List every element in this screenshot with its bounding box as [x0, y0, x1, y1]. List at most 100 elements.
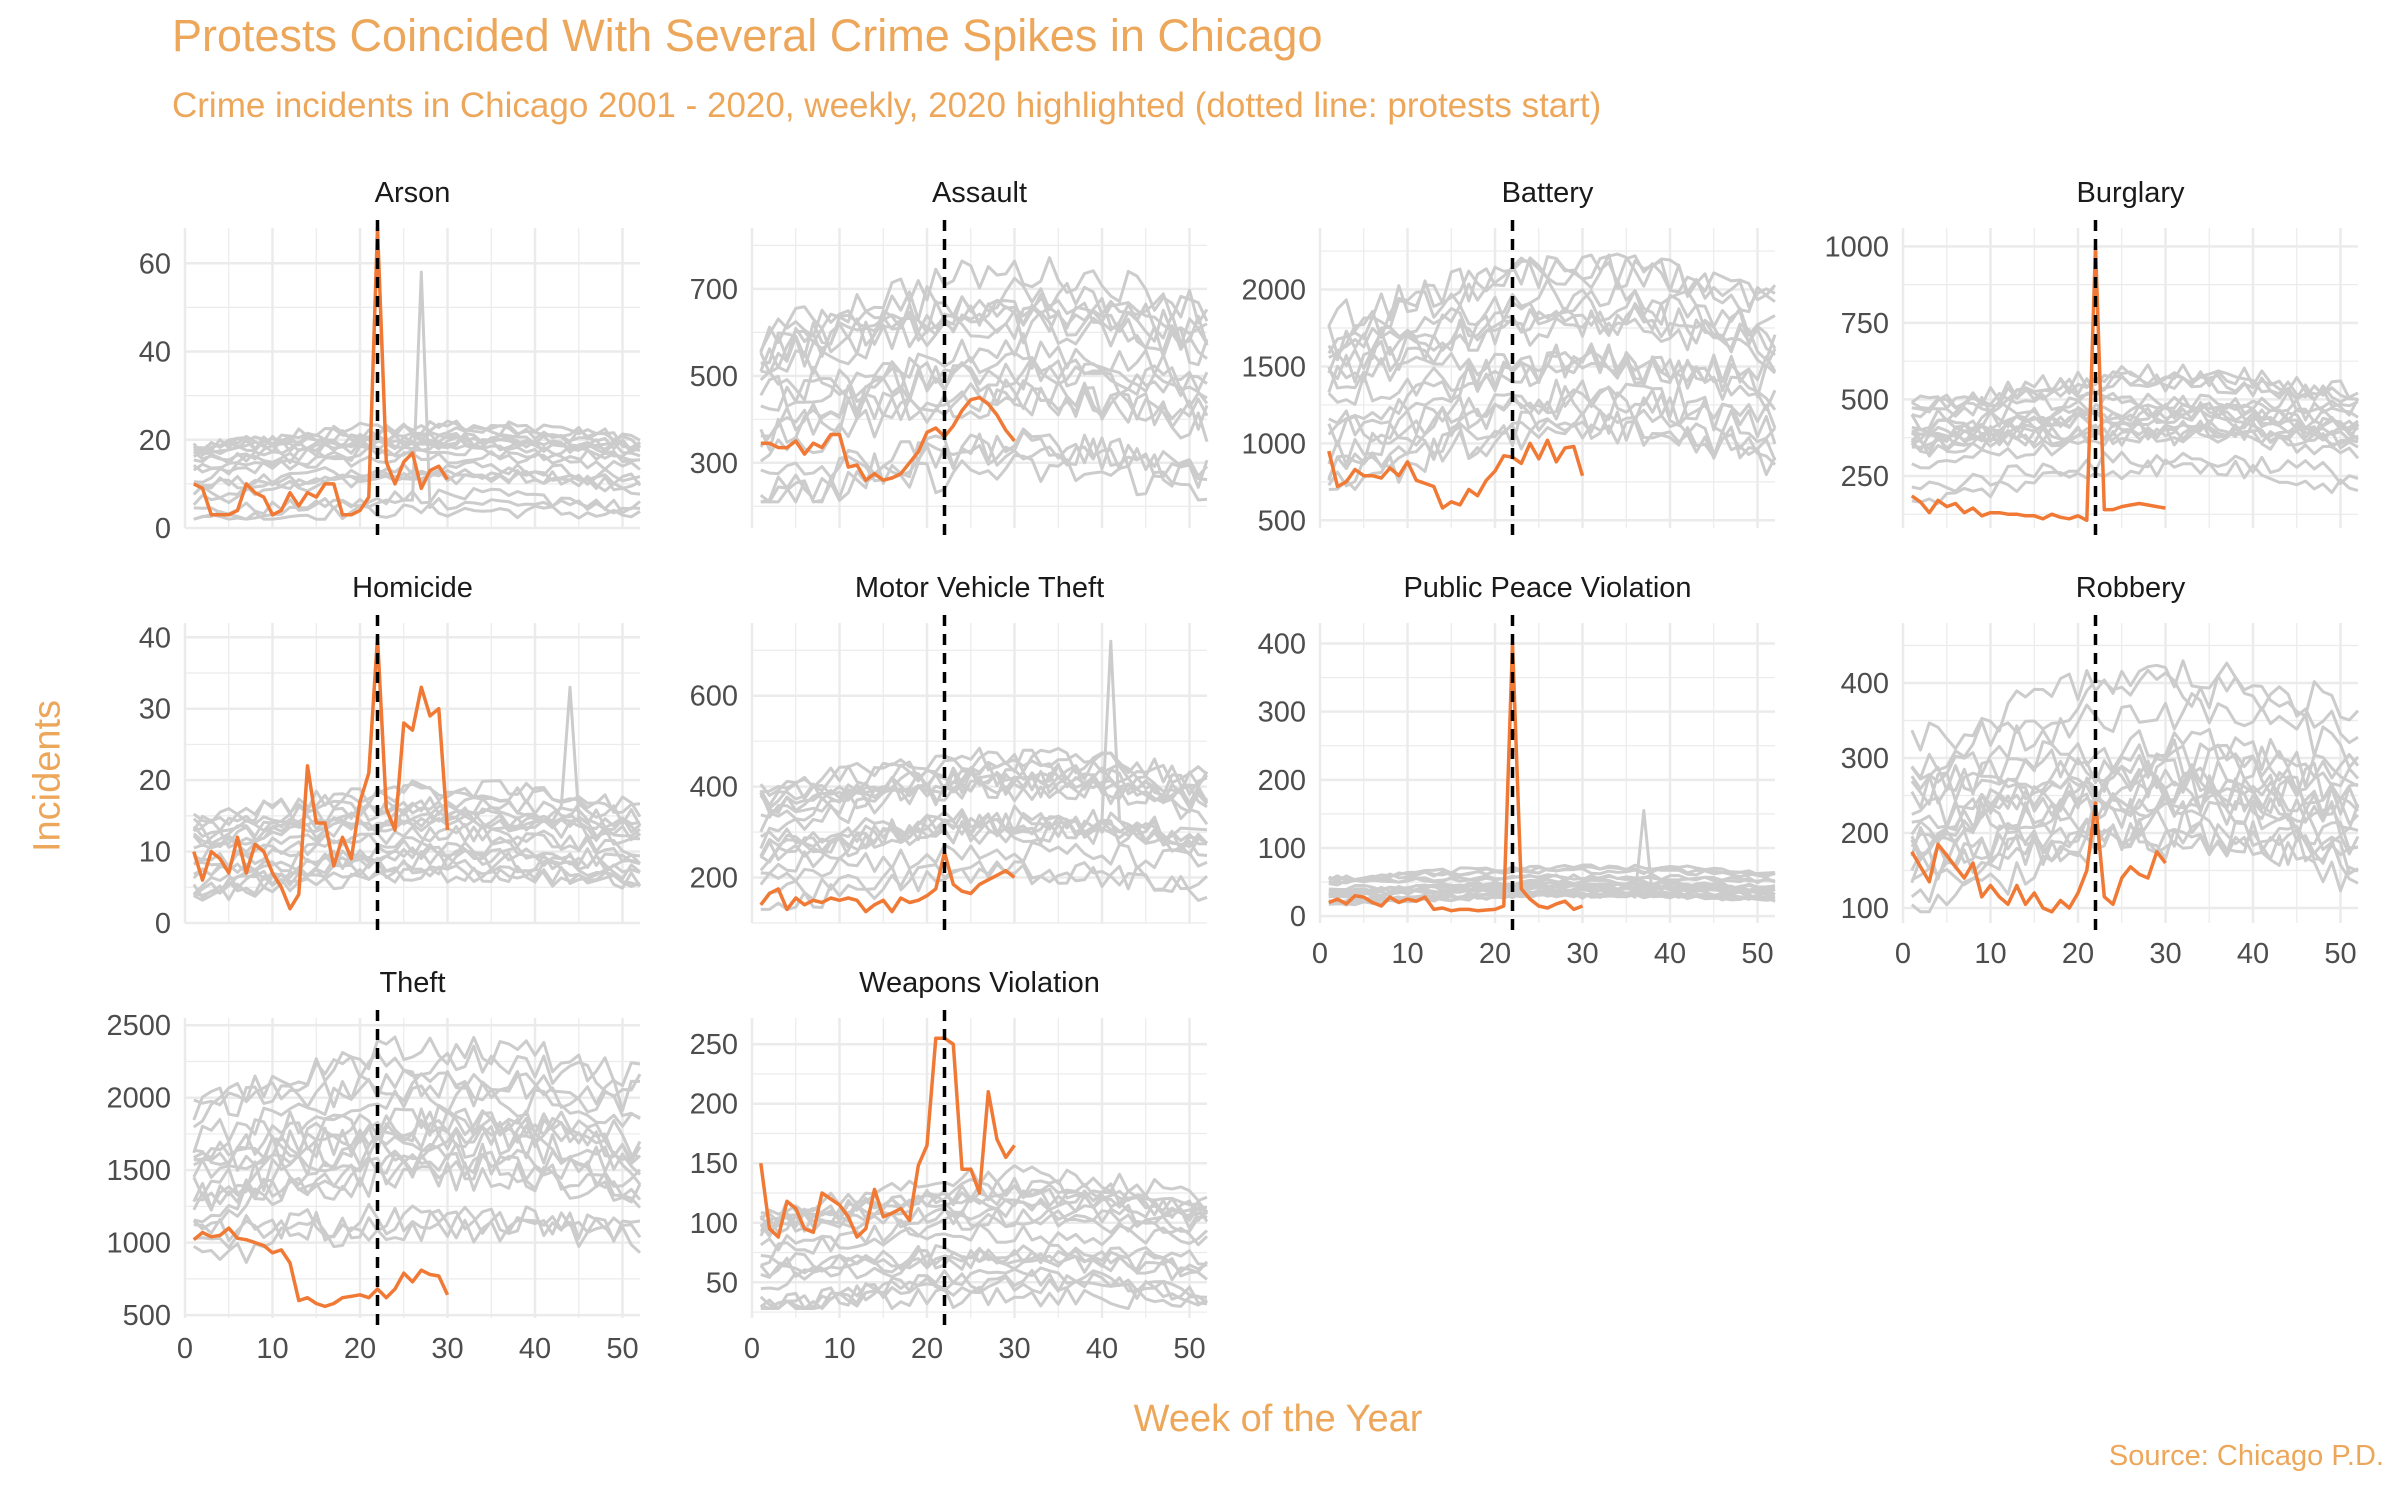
panel-assault: Assault 300 500 700	[690, 177, 1209, 536]
series-line-previous-year	[1910, 692, 2360, 784]
panel-arson: Arson 0 20 40 60	[139, 177, 642, 545]
panel-title: Robbery	[2076, 572, 2186, 604]
series-line-previous-year	[1911, 390, 2360, 419]
x-tick-label: 30	[2149, 938, 2181, 970]
x-tick-label: 0	[177, 1333, 193, 1365]
series-line-previous-year	[193, 1142, 642, 1206]
series-line-previous-year	[192, 1071, 641, 1121]
series-line-previous-year	[193, 487, 641, 521]
y-tick-label: 0	[1290, 901, 1306, 933]
x-tick-label: 50	[1741, 938, 1773, 970]
series-line-previous-year	[760, 1250, 1209, 1279]
series-line-previous-year	[759, 305, 1208, 375]
y-tick-label: 40	[139, 337, 171, 369]
series-line-previous-year	[1911, 787, 2360, 882]
series-line-previous-year	[1327, 278, 1776, 374]
series-line-previous-year	[1327, 349, 1777, 406]
series-line-previous-year	[193, 502, 641, 521]
y-tick-label: 500	[123, 1300, 171, 1332]
y-tick-label: 600	[690, 681, 738, 713]
series-line-previous-year	[192, 809, 641, 838]
panel-title: Battery	[1502, 177, 1594, 209]
y-tick-label: 2500	[106, 1010, 171, 1042]
y-tick-label: 400	[1841, 668, 1889, 700]
series-line-previous-year	[759, 764, 1208, 810]
y-tick-label: 400	[1258, 628, 1306, 660]
panel-title: Assault	[932, 177, 1027, 209]
series-line-previous-year	[192, 841, 641, 900]
y-tick-label: 200	[690, 863, 738, 895]
y-tick-label: 250	[690, 1029, 738, 1061]
x-tick-label: 10	[823, 1333, 855, 1365]
series-line-previous-year	[193, 1116, 642, 1166]
panel-title: Theft	[379, 967, 445, 999]
panel-title: Motor Vehicle Theft	[855, 572, 1104, 604]
panel-title: Arson	[375, 177, 451, 209]
series-line-previous-year	[193, 1202, 642, 1250]
x-tick-label: 20	[344, 1333, 376, 1365]
chart-subtitle: Crime incidents in Chicago 2001 - 2020, …	[172, 86, 1602, 125]
series-line-2020	[1327, 438, 1585, 510]
series-line-previous-year	[760, 1164, 1208, 1224]
y-tick-label: 1500	[106, 1155, 171, 1187]
x-tick-label: 50	[606, 1333, 638, 1365]
x-tick-label: 40	[2237, 938, 2269, 970]
y-tick-label: 400	[690, 772, 738, 804]
series-line-previous-year	[192, 1068, 641, 1154]
series-line-previous-year	[760, 309, 1209, 375]
series-line-previous-year	[760, 427, 1208, 482]
y-tick-label: 2000	[1241, 275, 1306, 307]
series-line-previous-year	[1327, 313, 1776, 362]
series-line-previous-year	[1327, 302, 1777, 384]
series-line-previous-year	[1328, 887, 1776, 904]
series-line-previous-year	[759, 256, 1209, 354]
series-line-2020	[759, 850, 1016, 914]
series-line-2020	[1910, 801, 2167, 914]
y-tick-label: 500	[1258, 505, 1306, 537]
series-line-previous-year	[1327, 385, 1777, 467]
y-tick-label: 250	[1841, 461, 1889, 493]
series-line-2020	[1910, 244, 2166, 523]
chart-title: Protests Coincided With Several Crime Sp…	[172, 10, 1323, 61]
y-tick-label: 700	[690, 274, 738, 306]
y-tick-label: 750	[1841, 308, 1889, 340]
series-line-previous-year	[1328, 873, 1776, 885]
panel-weapons-violation: Weapons Violation 50 100 150 200 250 0 10 20 30 40…	[690, 967, 1209, 1365]
panel-theft: Theft 500 1000 1500 2000 2500 0 10 20 30 40 50	[106, 967, 642, 1365]
series-line-previous-year	[759, 378, 1209, 448]
x-tick-label: 10	[256, 1333, 288, 1365]
panel-title: Weapons Violation	[859, 967, 1100, 999]
series-line-previous-year	[193, 813, 641, 862]
series-line-2020	[760, 395, 1016, 482]
y-tick-label: 1000	[106, 1228, 171, 1260]
x-tick-label: 40	[519, 1333, 551, 1365]
series-line-previous-year	[759, 358, 1209, 408]
series-line-previous-year	[1327, 252, 1776, 355]
series-line-previous-year	[193, 1208, 642, 1264]
series-line-previous-year	[1328, 880, 1776, 892]
series-line-previous-year	[192, 1153, 642, 1231]
series-line-previous-year	[760, 746, 1208, 794]
y-tick-label: 200	[690, 1089, 738, 1121]
series-line-previous-year	[760, 1248, 1208, 1291]
series-line-previous-year	[193, 1107, 642, 1172]
series-line-previous-year	[759, 1200, 1208, 1238]
series-line-previous-year	[1328, 863, 1776, 883]
series-line-previous-year	[759, 811, 1208, 872]
series-line-previous-year	[192, 432, 641, 474]
series-line-previous-year	[192, 1044, 642, 1129]
y-tick-label: 2000	[106, 1083, 171, 1115]
panel-robbery: Robbery 100 200 300 400 0 10 20 30 40 50	[1841, 572, 2360, 970]
y-tick-label: 50	[706, 1267, 738, 1299]
series-line-previous-year	[759, 840, 1208, 886]
series-line-previous-year	[1911, 458, 2359, 505]
panel-public-peace-violation: Public Peace Violation 0 100 200 300 400 0 10 20…	[1258, 572, 1776, 970]
panel-title: Homicide	[352, 572, 473, 604]
series-line-previous-year	[760, 1208, 1209, 1267]
y-tick-label: 1000	[1241, 428, 1306, 460]
series-line-2020	[192, 635, 450, 911]
y-tick-label: 200	[1258, 765, 1306, 797]
series-line-previous-year	[1327, 342, 1777, 436]
y-tick-label: 0	[155, 908, 171, 940]
x-tick-label: 0	[744, 1333, 760, 1365]
